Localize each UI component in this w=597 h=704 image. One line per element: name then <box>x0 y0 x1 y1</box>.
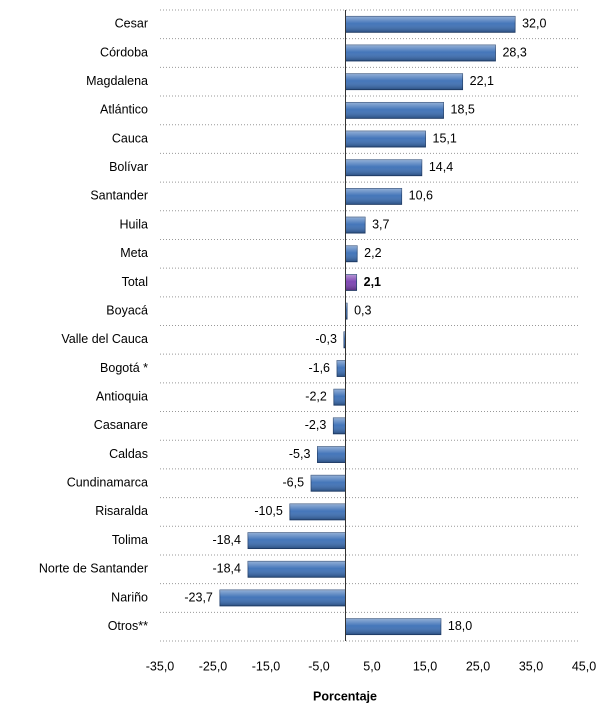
bar-shine <box>345 303 348 320</box>
bar-shine <box>345 618 441 635</box>
bar-shine <box>345 131 426 148</box>
y-tick-label: Cundinamarca <box>67 476 148 490</box>
bar-shine <box>337 360 346 377</box>
bar-shine <box>343 331 346 348</box>
bar-shine <box>345 45 496 62</box>
value-label: 18,0 <box>448 619 472 633</box>
x-axis-title: Porcentaje <box>313 689 377 703</box>
value-label: 14,4 <box>429 160 453 174</box>
value-label: -6,5 <box>283 476 305 490</box>
y-tick-label: Valle del Cauca <box>61 332 148 346</box>
y-tick-label: Atlántico <box>100 103 148 117</box>
y-tick-label: Córdoba <box>100 45 148 59</box>
bar-shine <box>345 217 366 234</box>
value-label: 32,0 <box>522 17 546 31</box>
x-tick-label: 25,0 <box>466 659 490 673</box>
x-tick-label: 45,0 <box>572 659 596 673</box>
bar-shine <box>333 389 346 406</box>
bar-shine <box>247 532 346 549</box>
value-label: 10,6 <box>409 189 433 203</box>
value-label: -2,3 <box>305 418 327 432</box>
value-label: 2,1 <box>364 275 381 289</box>
y-tick-label: Otros** <box>108 619 148 633</box>
bar-shine <box>219 589 346 606</box>
value-label: 22,1 <box>470 74 494 88</box>
x-tick-label: 15,0 <box>413 659 437 673</box>
value-label: 3,7 <box>372 217 389 231</box>
bar-shine <box>311 475 346 492</box>
bar-shine <box>345 102 444 119</box>
bar-shine <box>345 16 516 33</box>
value-label: 15,1 <box>433 131 457 145</box>
value-label: -18,4 <box>212 533 241 547</box>
y-tick-label: Meta <box>120 246 148 260</box>
value-label: -10,5 <box>254 504 283 518</box>
bar-shine <box>289 503 346 520</box>
x-tick-label: -35,0 <box>146 659 175 673</box>
y-tick-label: Bogotá * <box>100 361 148 375</box>
y-tick-label: Bolívar <box>109 160 148 174</box>
bar-shine <box>333 417 346 434</box>
x-tick-label: -25,0 <box>199 659 228 673</box>
y-tick-label: Total <box>122 275 148 289</box>
y-tick-label: Santander <box>90 189 148 203</box>
y-tick-label: Caldas <box>109 447 148 461</box>
value-label: -5,3 <box>289 447 311 461</box>
y-tick-label: Nariño <box>111 590 148 604</box>
y-tick-label: Tolima <box>112 533 148 547</box>
value-label: -0,3 <box>315 332 337 346</box>
value-label: -1,6 <box>308 361 330 375</box>
y-tick-label: Magdalena <box>86 74 148 88</box>
y-tick-label: Casanare <box>94 418 148 432</box>
value-label: -2,2 <box>305 390 327 404</box>
y-tick-label: Huila <box>120 217 149 231</box>
bar-shine <box>345 73 463 90</box>
y-tick-label: Antioquia <box>96 390 148 404</box>
value-label: 18,5 <box>451 103 475 117</box>
y-tick-label: Cauca <box>112 131 148 145</box>
x-tick-label: 35,0 <box>519 659 543 673</box>
y-tick-label: Risaralda <box>95 504 148 518</box>
y-tick-label: Boyacá <box>106 303 148 317</box>
value-label: 0,3 <box>354 303 371 317</box>
y-tick-label: Norte de Santander <box>39 562 148 576</box>
x-tick-label: -5,0 <box>308 659 330 673</box>
bar-shine <box>345 274 357 291</box>
value-label: 28,3 <box>502 45 526 59</box>
bar-shine <box>345 159 422 176</box>
bar-shine <box>247 561 346 578</box>
bar-shine <box>317 446 346 463</box>
y-tick-label: Cesar <box>115 17 148 31</box>
x-tick-label: -15,0 <box>252 659 281 673</box>
value-label: -18,4 <box>212 562 241 576</box>
value-label: -23,7 <box>184 590 213 604</box>
value-label: 2,2 <box>364 246 381 260</box>
bar-shine <box>345 245 358 262</box>
bar-shine <box>345 188 402 205</box>
x-tick-label: 5,0 <box>363 659 380 673</box>
